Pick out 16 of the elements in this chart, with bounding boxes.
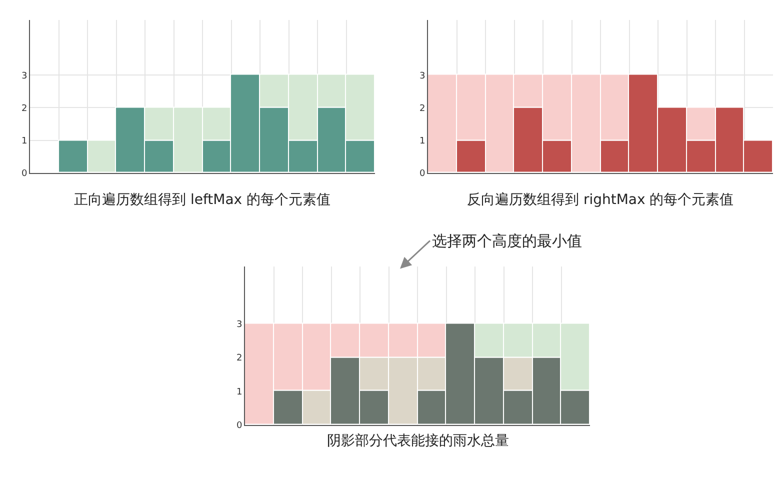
y-tick-label: 0 xyxy=(419,169,426,180)
y-tick-label: 0 xyxy=(21,169,28,180)
y-tick-label: 0 xyxy=(236,420,242,431)
text: 阴影部分代表能接的雨水总量 xyxy=(327,433,509,449)
y-tick-label: 3 xyxy=(236,320,242,330)
y-tick-label: 3 xyxy=(21,71,28,82)
y-tick-label: 3 xyxy=(419,71,426,82)
y-tick-label: 2 xyxy=(236,354,242,364)
y-tick-label: 2 xyxy=(21,104,28,114)
y-tick-label: 1 xyxy=(236,387,242,398)
y-tick-label: 1 xyxy=(21,136,28,146)
text: 正向遍历数组得到 leftMax 的每个元素值 xyxy=(74,192,331,208)
text: 选择两个高度的最小值 xyxy=(432,232,582,250)
text: 反向遍历数组得到 rightMax 的每个元素值 xyxy=(467,192,734,208)
y-tick-label: 1 xyxy=(419,136,426,146)
y-tick-label: 2 xyxy=(419,104,426,114)
